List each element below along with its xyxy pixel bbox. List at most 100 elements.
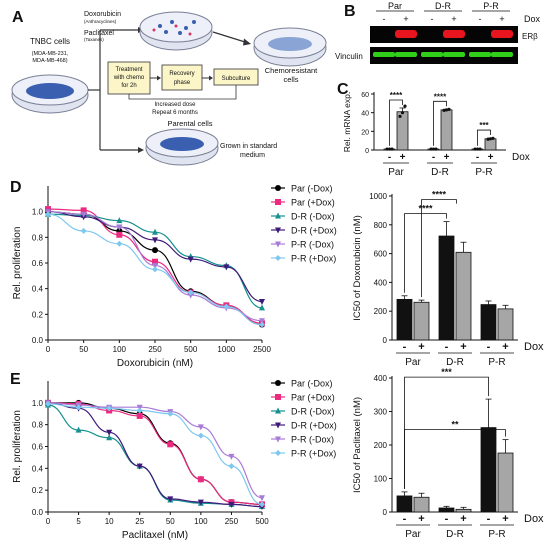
data-point	[387, 147, 392, 151]
significance-bracket	[421, 199, 457, 298]
legend-marker	[275, 199, 281, 205]
group-label: D-R	[431, 167, 449, 178]
legend-label: P-R (-Dox)	[291, 435, 334, 445]
repeat-label: Repeat 6 months	[152, 110, 198, 116]
bar	[455, 508, 472, 513]
series-point	[116, 224, 123, 231]
legend-label: P-R (-Dox)	[291, 240, 334, 250]
y-tick-label: 0	[383, 336, 388, 345]
x-tick-label: 250	[148, 345, 162, 354]
y-tick-label: 0.8	[32, 233, 44, 242]
series-point	[167, 441, 174, 448]
group-label: D-R	[446, 529, 464, 540]
legend-marker	[275, 422, 281, 429]
paclitaxel-label: Paclitaxel	[84, 30, 114, 37]
y-tick-label: 0	[365, 148, 369, 155]
step3-label: Subculture	[222, 76, 251, 82]
data-point	[403, 104, 407, 108]
series-point	[223, 303, 230, 310]
dox-label: Dox	[524, 513, 544, 525]
step-recovery-box	[161, 64, 203, 91]
series-point	[136, 407, 143, 414]
group-label: Par	[405, 357, 421, 368]
legend-label: D-R (+Dox)	[291, 226, 337, 236]
series-point	[136, 412, 143, 419]
y-axis-label: Rel. proliferation	[12, 227, 23, 300]
y-tick-label: 1.0	[32, 208, 44, 217]
legend-label: D-R (-Dox)	[291, 407, 335, 417]
x-tick-label: 500	[255, 517, 269, 526]
blot-vinculin-band	[469, 52, 491, 57]
legend-label: Par (+Dox)	[291, 198, 335, 208]
series-line	[47, 402, 263, 505]
series-point	[187, 256, 194, 263]
x-tick-label: 2500	[253, 345, 271, 354]
significance-bracket	[404, 213, 447, 293]
x-tick-label: 25	[135, 517, 144, 526]
x-axis-label: Paclitaxel (nM)	[122, 530, 188, 541]
x-tick-label: 0	[46, 345, 51, 354]
data-point	[385, 147, 389, 151]
legend-marker	[275, 255, 281, 261]
bar	[396, 111, 409, 151]
series-point	[45, 211, 51, 218]
y-tick-label: 20	[361, 129, 369, 136]
y-tick-label: 0.4	[32, 464, 44, 473]
group-label: Par	[405, 529, 421, 540]
panel-d-label: D	[10, 179, 22, 196]
panel-e-curve-chart: 0.0 0.2 0.4 0.6 0.8 1.0 0 5 10 25 50 100 250 500 Pacli…	[12, 379, 337, 542]
bar	[440, 109, 453, 151]
legend-label: D-R (-Dox)	[291, 212, 335, 222]
x-tick-label: 1000	[217, 345, 235, 354]
series-point	[152, 266, 158, 273]
y-tick-label: 0.2	[32, 486, 44, 495]
significance-label: ****	[434, 92, 447, 101]
doxorubicin-sub: (Anthracyclines)	[84, 19, 117, 24]
increase-label: Increased dose	[154, 102, 196, 108]
y-tick-label: 40	[361, 111, 369, 118]
legend-marker	[275, 380, 281, 386]
series-point	[197, 476, 204, 483]
blot-group-label: Par	[388, 1, 402, 11]
data-point	[431, 147, 436, 151]
data-point	[434, 147, 438, 151]
x-tick-label: 10	[105, 517, 114, 526]
series-point	[187, 292, 194, 299]
significance-label: ***	[441, 367, 452, 377]
y-tick-label: 400	[374, 278, 388, 287]
bar	[497, 452, 514, 513]
legend-label: P-R (+Dox)	[291, 449, 336, 459]
data-point	[400, 111, 405, 115]
series-point	[75, 426, 82, 433]
panel-e-label: E	[10, 371, 21, 388]
data-point	[390, 147, 394, 151]
panel-b-blot: B Par- +D-R- +P-R- + Dox ERβ Vinculin	[335, 1, 541, 64]
legend-label: Par (-Dox)	[291, 379, 333, 389]
bar	[413, 301, 430, 341]
group-label: Par	[388, 167, 404, 178]
x-tick-label: 250	[225, 517, 239, 526]
panel-c-label: C	[337, 81, 349, 98]
series-line	[47, 211, 263, 303]
series-point	[80, 207, 87, 214]
data-point	[429, 147, 433, 151]
x-sign-label: +	[400, 152, 406, 163]
significance-bracket	[433, 100, 447, 146]
blot-sign: +	[403, 14, 408, 24]
y-axis-label: IC50 of Paclitaxel (nM)	[352, 397, 363, 493]
x-sign-label: -	[403, 513, 407, 525]
y-tick-label: 0.0	[32, 508, 44, 517]
significance-label: ****	[432, 190, 447, 200]
legend-marker	[275, 185, 281, 191]
y-tick-label: 60	[361, 92, 369, 99]
x-sign-label: +	[502, 341, 508, 353]
series-point	[223, 264, 230, 271]
dox-label: Dox	[524, 341, 544, 353]
legend-marker	[275, 227, 281, 234]
series-point	[259, 299, 265, 305]
bar	[396, 495, 413, 513]
panel-a-schematic: A TNBC cells (MDA-MB-231, MDA-MB-468) Do…	[11, 9, 327, 166]
x-sign-label: +	[418, 341, 424, 353]
